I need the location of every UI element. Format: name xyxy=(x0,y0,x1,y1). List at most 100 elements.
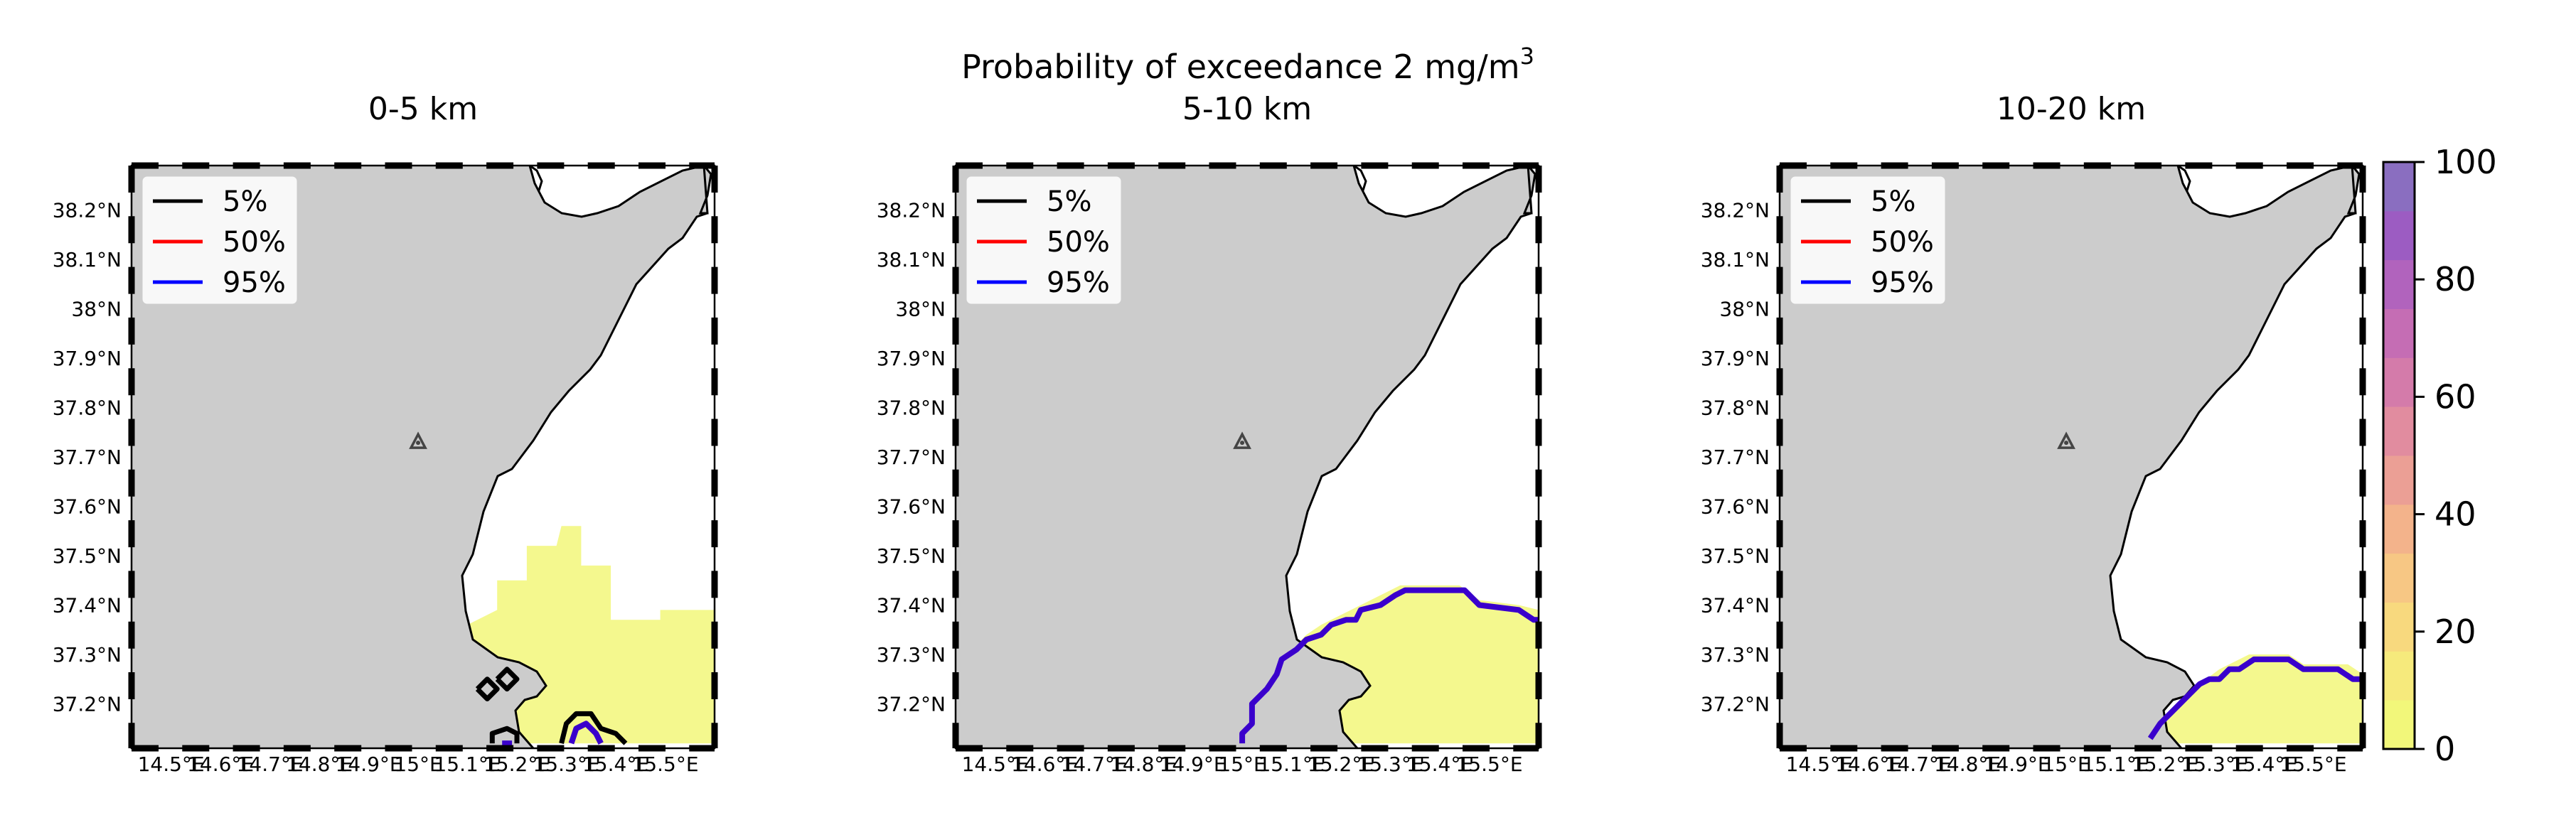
y-tick-label: 37.8°N xyxy=(53,397,122,420)
y-tick-label: 37.4°N xyxy=(1701,594,1770,618)
colorbar-tick-label: 0 xyxy=(2435,730,2455,768)
colorbar-step xyxy=(2383,357,2415,407)
map-panel-2: 10-20 km 5% 50% 95% 14.5°E14.6°E14.7°E14.8… xyxy=(1701,91,2366,776)
colorbar-frame xyxy=(2382,161,2416,750)
colorbar-step xyxy=(2383,308,2415,358)
panel-title: 10-20 km xyxy=(1997,91,2146,127)
coastline xyxy=(1285,166,1532,748)
colorbar-tick-label: 60 xyxy=(2435,377,2476,416)
x-tick-label: 14.5°E xyxy=(1786,753,1853,776)
contour-5pct xyxy=(495,667,520,692)
colorbar-step xyxy=(2383,602,2415,652)
contour-5pct xyxy=(489,726,520,744)
x-tick-label: 14.7°E xyxy=(1061,753,1128,776)
map-frame xyxy=(130,164,716,750)
y-tick-label: 38.1°N xyxy=(1701,248,1770,271)
y-tick-label: 37.4°N xyxy=(53,594,122,618)
y-tick-label: 38.2°N xyxy=(1701,199,1770,222)
legend: 5% 50% 95% xyxy=(140,174,299,306)
x-tick-labels: 14.5°E14.6°E14.7°E14.8°E14.9°E15°E15.1°E… xyxy=(962,753,1523,776)
y-tick-label: 37.8°N xyxy=(877,397,946,420)
colorbar-step xyxy=(2383,259,2415,309)
colorbar-tick-label: 40 xyxy=(2435,495,2476,534)
x-tick-label: 15.5°E xyxy=(2280,753,2346,776)
y-tick-label: 37.6°N xyxy=(1701,495,1770,519)
x-tick-label: 15.2°E xyxy=(2132,753,2198,776)
y-tick-label: 38°N xyxy=(895,298,946,321)
x-tick-label: 15.3°E xyxy=(533,753,599,776)
legend-label: 50% xyxy=(1047,226,1110,259)
x-tick-label: 15.2°E xyxy=(483,753,550,776)
colorbar-step xyxy=(2383,504,2415,554)
y-tick-label: 37.2°N xyxy=(877,693,946,716)
map-frame-ticks xyxy=(128,162,718,752)
land-mass xyxy=(1780,166,2356,748)
legend-label: 95% xyxy=(223,266,286,299)
coast-upper-notch xyxy=(1353,166,1367,191)
legend-box xyxy=(1788,174,1947,306)
x-tick-label: 14.8°E xyxy=(1934,753,2001,776)
panel-title: 0-5 km xyxy=(368,91,478,127)
suptitle-superscript: 3 xyxy=(1520,43,1534,70)
map-frame xyxy=(954,164,1540,750)
contour-95pct xyxy=(2147,656,2363,740)
legend-box xyxy=(140,174,299,306)
y-tick-label: 37.9°N xyxy=(877,347,946,370)
x-tick-label: 15.5°E xyxy=(1455,753,1522,776)
y-tick-label: 37.7°N xyxy=(877,446,946,469)
legend-box xyxy=(964,174,1123,306)
y-tick-label: 38.2°N xyxy=(877,199,946,222)
volcano-triangle-icon xyxy=(2057,431,2075,449)
y-tick-label: 38°N xyxy=(71,298,122,321)
volcano-dot xyxy=(2064,441,2069,446)
colorbar-tick-label: 80 xyxy=(2435,260,2476,298)
volcano-marker xyxy=(409,431,427,449)
x-tick-label: 14.6°E xyxy=(1011,753,1078,776)
legend: 5% 50% 95% xyxy=(1788,174,1947,306)
colorbar-step xyxy=(2383,406,2415,456)
x-tick-label: 15.3°E xyxy=(2181,753,2248,776)
x-tick-label: 14.9°E xyxy=(1984,753,2051,776)
y-tick-labels: 37.2°N 37.3°N 37.4°N 37.5°N 37.6°N 37.7°N 37.8… xyxy=(877,199,946,716)
map-frame-ticks xyxy=(1776,162,2366,752)
y-tick-label: 37.6°N xyxy=(53,495,122,519)
legend-label: 5% xyxy=(1871,185,1915,218)
colorbar-step xyxy=(2383,651,2415,701)
x-tick-label: 14.9°E xyxy=(1160,753,1226,776)
x-tick-label: 15.3°E xyxy=(1357,753,1423,776)
x-tick-label: 14.7°E xyxy=(1885,753,1952,776)
legend-label: 5% xyxy=(223,185,267,218)
colorbar-ticks: 0 20 40 60 80 100 xyxy=(2415,143,2497,768)
x-tick-label: 14.9°E xyxy=(336,753,402,776)
x-tick-labels: 14.5°E14.6°E14.7°E14.8°E14.9°E15°E15.1°E… xyxy=(138,753,699,776)
y-tick-label: 38.1°N xyxy=(877,248,946,271)
suptitle-text: Probability of exceedance 2 mg/m xyxy=(961,48,1520,86)
x-tick-label: 15.4°E xyxy=(582,753,649,776)
x-tick-label: 15°E xyxy=(394,753,442,776)
colorbar-step xyxy=(2383,162,2415,212)
land-mass xyxy=(956,166,1532,748)
volcano-marker xyxy=(2057,431,2075,449)
map-panel-1: 5-10 km 5% 50% 95% 14.5°E14.6°E14.7°E14.8°… xyxy=(877,91,1542,776)
colorbar-tick-label: 20 xyxy=(2435,613,2476,651)
y-tick-label: 37.9°N xyxy=(1701,347,1770,370)
x-tick-label: 14.8°E xyxy=(286,753,353,776)
x-tick-label: 15.1°E xyxy=(2082,753,2149,776)
colorbar-step xyxy=(2383,700,2415,750)
y-tick-label: 37.4°N xyxy=(877,594,946,618)
x-tick-label: 15.4°E xyxy=(1406,753,1473,776)
contour-95pct xyxy=(568,721,604,745)
y-tick-label: 37.5°N xyxy=(1701,544,1770,568)
coastline xyxy=(461,166,708,748)
x-tick-label: 15.1°E xyxy=(434,753,501,776)
y-tick-label: 37.5°N xyxy=(877,544,946,568)
y-tick-label: 37.7°N xyxy=(53,446,122,469)
y-tick-label: 37.6°N xyxy=(877,495,946,519)
x-tick-label: 14.6°E xyxy=(1835,753,1902,776)
colorbar-tick-label: 100 xyxy=(2435,143,2497,181)
y-tick-label: 37.7°N xyxy=(1701,446,1770,469)
y-tick-label: 37.3°N xyxy=(1701,643,1770,667)
coast-upper-notch xyxy=(529,166,543,191)
map-panel-0: 0-5 km 5% 50% 95% 14.5°E14.6°E14.7°E14.8°E… xyxy=(53,91,718,776)
